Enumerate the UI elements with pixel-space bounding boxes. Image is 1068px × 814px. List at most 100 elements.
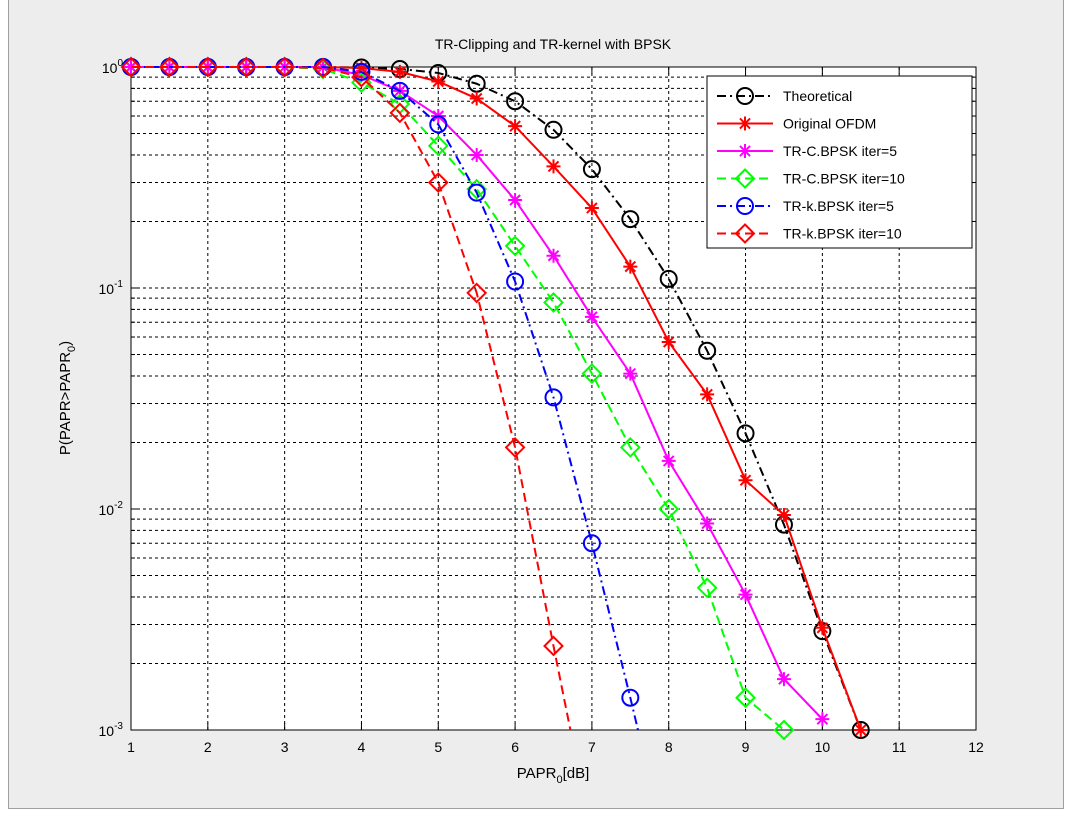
data-point (661, 334, 676, 349)
data-point (392, 64, 407, 79)
data-point (467, 183, 486, 202)
data-point (546, 159, 561, 174)
legend-marker (734, 168, 756, 189)
x-tick-label: 11 (892, 739, 907, 755)
y-tick-label: 10-3 (99, 721, 124, 739)
data-point (235, 56, 257, 78)
data-point (544, 120, 563, 139)
data-point (851, 721, 870, 739)
x-tick-label: 2 (204, 739, 212, 755)
series-layer (120, 56, 870, 741)
data-point (546, 248, 561, 263)
legend-label: TR-k.BPSK iter=10 (783, 226, 902, 242)
x-tick-label: 3 (281, 739, 289, 755)
x-tick-labels: 1 2 3 4 5 6 7 8 9 10 11 12 (127, 739, 984, 755)
legend-entries: Theoretical Original OFDM TR-C.BPSK iter=5… (717, 87, 905, 244)
data-point (469, 91, 484, 106)
legend: Theoretical Original OFDM TR-C.BPSK iter=5… (706, 75, 973, 249)
data-point (698, 341, 717, 360)
x-tick-label: 9 (742, 739, 750, 755)
data-point (735, 687, 756, 709)
legend-marker (736, 197, 754, 215)
series-5 (120, 56, 572, 731)
data-point (506, 92, 525, 111)
data-point (776, 507, 791, 522)
legend-marker (736, 87, 754, 105)
plot-frame (130, 66, 977, 731)
data-point (466, 282, 488, 304)
data-point (431, 74, 446, 89)
data-point (696, 577, 718, 599)
data-point (390, 81, 409, 100)
legend-label: TR-C.BPSK iter=10 (783, 171, 905, 187)
series-line (131, 66, 572, 731)
x-tick-label: 7 (588, 739, 596, 755)
x-tick-label: 12 (968, 739, 984, 755)
data-point (352, 62, 371, 81)
data-point (351, 66, 372, 88)
x-tick-label: 8 (665, 739, 673, 755)
data-point (429, 115, 448, 134)
data-point (158, 56, 180, 78)
data-point (584, 309, 599, 324)
x-tick-label: 5 (434, 739, 442, 755)
x-tick-label: 4 (358, 739, 366, 755)
y-tick-label: 10-1 (99, 279, 124, 297)
legend-marker (734, 223, 756, 244)
chart-title: TR-Clipping and TR-kernel with BPSK (435, 36, 672, 52)
legend-marker (738, 116, 752, 131)
legend-label: TR-C.BPSK iter=5 (783, 143, 897, 159)
data-point (776, 672, 791, 687)
legend-entry: TR-C.BPSK iter=10 (717, 168, 905, 189)
data-point (584, 201, 599, 216)
data-point (274, 56, 296, 78)
data-point (623, 259, 638, 274)
y-tick-labels: 100 10-1 10-2 10-3 (99, 58, 124, 739)
y-tick-label: 10-2 (99, 500, 124, 518)
legend-box (706, 75, 973, 249)
data-point (504, 235, 526, 257)
data-point (738, 587, 753, 602)
y-tick-label: 100 (102, 58, 124, 76)
data-point (853, 723, 868, 737)
data-point (658, 498, 680, 520)
data-point (738, 473, 753, 488)
data-point (700, 516, 715, 531)
legend-entry: Original OFDM (717, 116, 876, 132)
y-axis-label: P(PAPR>PAPR0) (57, 341, 78, 455)
data-point (543, 292, 564, 313)
legend-marker (738, 144, 752, 158)
data-point (506, 272, 525, 291)
data-point (508, 119, 523, 134)
x-tick-label: 6 (511, 739, 519, 755)
x-tick-label: 10 (815, 739, 831, 755)
legend-entry: TR-k.BPSK iter=5 (717, 197, 894, 215)
x-tick-label: 1 (127, 739, 135, 755)
legend-entry: TR-k.BPSK iter=10 (717, 223, 902, 244)
data-point (504, 436, 526, 458)
data-point (815, 620, 830, 635)
axis-ticks (130, 67, 977, 730)
legend-label: TR-k.BPSK iter=5 (783, 198, 894, 214)
data-point (389, 102, 411, 124)
legend-label: Theoretical (783, 88, 852, 104)
legend-entry: Theoretical (717, 87, 852, 105)
data-point (619, 436, 641, 458)
data-point (700, 387, 715, 402)
data-point (661, 453, 676, 468)
data-point (469, 147, 484, 162)
data-point (427, 172, 449, 193)
data-point (543, 635, 564, 657)
data-point (623, 366, 638, 381)
data-point (120, 56, 142, 78)
data-point (621, 210, 640, 229)
data-point (197, 56, 219, 78)
x-axis-label: PAPR0[dB] (517, 765, 590, 786)
data-point (581, 363, 603, 384)
data-point (427, 135, 449, 157)
data-point (736, 424, 755, 443)
legend-entry: TR-C.BPSK iter=5 (717, 143, 897, 159)
data-point (621, 688, 640, 707)
